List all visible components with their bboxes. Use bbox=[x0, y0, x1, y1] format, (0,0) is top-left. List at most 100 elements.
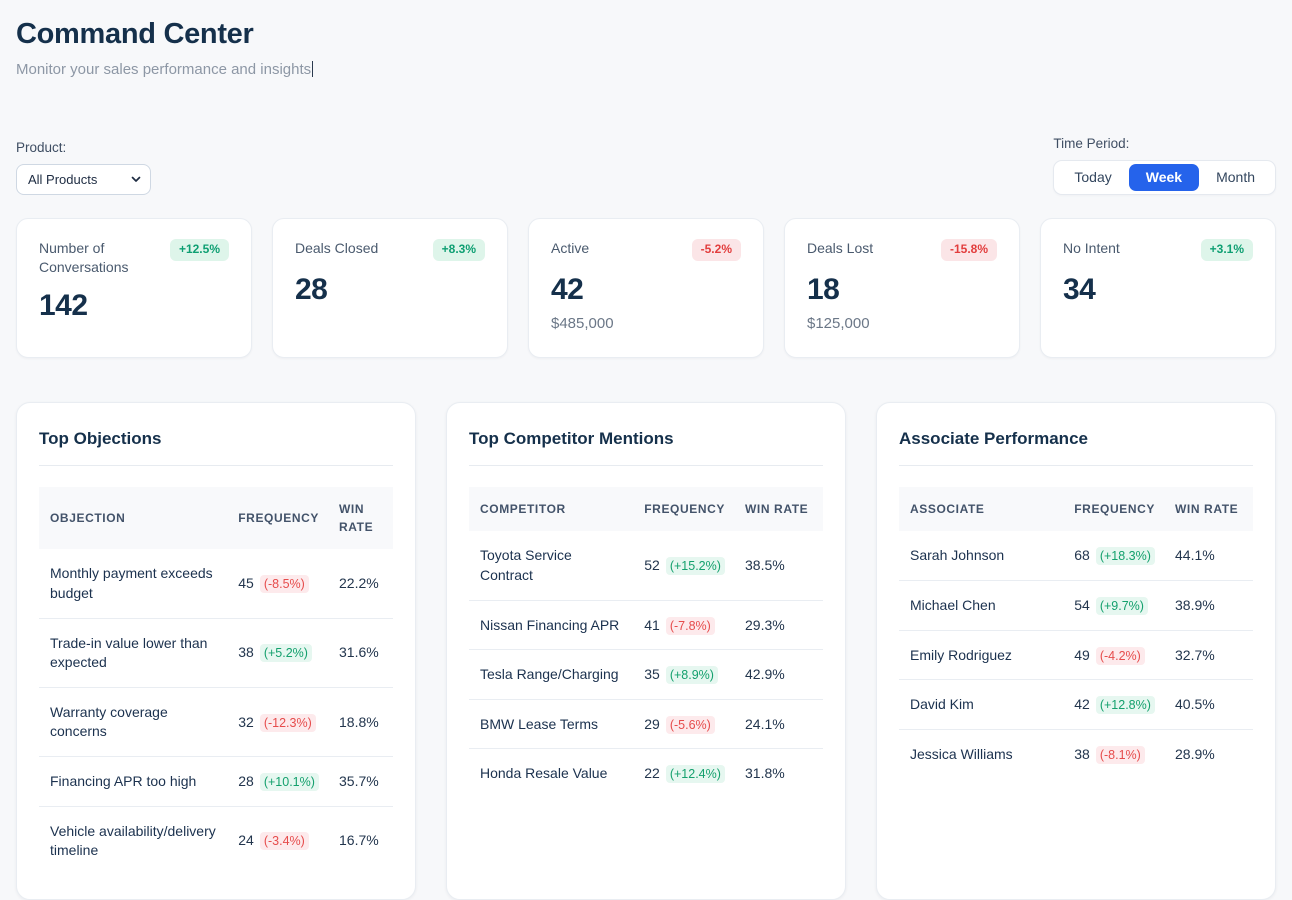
table-row: Toyota Service Contract 52 (+15.2%) 38.5% bbox=[469, 531, 823, 601]
frequency-change: (+15.2%) bbox=[665, 557, 725, 576]
row-frequency: 38 (-8.1%) bbox=[1064, 729, 1165, 778]
frequency-value: 41 bbox=[644, 616, 660, 633]
frequency-change: (+9.7%) bbox=[1095, 596, 1148, 615]
table-row: Michael Chen 54 (+9.7%) 38.9% bbox=[899, 580, 1253, 631]
frequency-value: 38 bbox=[1074, 745, 1090, 762]
frequency-value: 52 bbox=[644, 557, 660, 574]
row-frequency: 68 (+18.3%) bbox=[1064, 531, 1165, 581]
time-period-label: Time Period: bbox=[1053, 136, 1130, 151]
table-row: Nissan Financing APR 41 (-7.8%) 29.3% bbox=[469, 600, 823, 651]
frequency-value: 42 bbox=[1074, 696, 1090, 713]
frequency-value: 24 bbox=[238, 832, 254, 849]
row-frequency: 45 (-8.5%) bbox=[228, 549, 329, 619]
row-name: Vehicle availability/delivery timeline bbox=[50, 822, 216, 859]
text-cursor bbox=[312, 61, 314, 77]
column-header: Win Rate bbox=[339, 502, 374, 535]
table-card: Top Objections Objection Frequency Win Rat… bbox=[16, 402, 416, 900]
stat-label: Deals Lost bbox=[807, 240, 874, 257]
row-frequency: 41 (-7.8%) bbox=[634, 600, 735, 651]
table-row: David Kim 42 (+12.8%) 40.5% bbox=[899, 679, 1253, 730]
table-row: Warranty coverage concerns 32 (-12.3%) 18.8… bbox=[39, 687, 393, 757]
table-title: Top Objections bbox=[39, 429, 393, 467]
row-name: Trade-in value lower than expected bbox=[39, 618, 229, 688]
row-frequency: 38 (+5.2%) bbox=[228, 618, 329, 688]
row-frequency: 35 (+8.9%) bbox=[634, 649, 735, 700]
frequency-change: (-4.2%) bbox=[1095, 646, 1145, 665]
table-row: Vehicle availability/delivery timeline 24… bbox=[39, 806, 393, 875]
table-row: Financing APR too high 28 (+10.1%) 35.7% bbox=[39, 756, 393, 807]
stat-subvalue: $125,000 bbox=[807, 314, 870, 332]
frequency-value: 29 bbox=[644, 715, 660, 732]
row-name: Sarah Johnson bbox=[899, 531, 1065, 581]
frequency-change: (-5.6%) bbox=[665, 715, 715, 734]
frequency-value: 49 bbox=[1074, 646, 1090, 663]
command-center-page: Command Center Monitor your sales perfor… bbox=[16, 16, 1276, 900]
table-row: Jessica Williams 38 (-8.1%) 28.9% bbox=[899, 729, 1253, 778]
stat-value: 142 bbox=[39, 289, 88, 323]
row-win-rate: 22.2% bbox=[329, 549, 393, 619]
table-header-row: Associate Frequency Win Rate bbox=[899, 487, 1253, 532]
time-period-today-button[interactable]: Today bbox=[1057, 164, 1128, 191]
column-header: Frequency bbox=[1074, 502, 1155, 517]
table-row: BMW Lease Terms 29 (-5.6%) 24.1% bbox=[469, 699, 823, 750]
tables-row: Top Objections Objection Frequency Win Rat… bbox=[16, 402, 1276, 900]
stat-card: Deals Closed +8.3% 28 bbox=[272, 218, 508, 359]
data-table: Competitor Frequency Win Rate Toyota Servi… bbox=[469, 487, 823, 798]
page-subtitle: Monitor your sales performance and insig… bbox=[16, 61, 1276, 78]
table-row: Monthly payment exceeds budget 45 (-8.5%) 2… bbox=[39, 549, 393, 619]
stat-label: No Intent bbox=[1063, 240, 1120, 257]
time-period-filter: Time Period: Today Week Month bbox=[1053, 136, 1276, 196]
time-period-month-button[interactable]: Month bbox=[1199, 164, 1272, 191]
row-win-rate: 32.7% bbox=[1165, 630, 1253, 681]
row-name: Michael Chen bbox=[899, 580, 1065, 631]
stat-label: Number of Conversations bbox=[39, 240, 129, 276]
data-table: Associate Frequency Win Rate Sarah Johnson… bbox=[899, 487, 1253, 778]
row-frequency: 32 (-12.3%) bbox=[228, 687, 329, 757]
trend-badge: +8.3% bbox=[432, 239, 485, 261]
frequency-value: 45 bbox=[238, 575, 254, 592]
time-period-week-button[interactable]: Week bbox=[1128, 164, 1200, 192]
page-title: Command Center bbox=[16, 18, 254, 50]
row-name: Tesla Range/Charging bbox=[469, 649, 635, 700]
frequency-change: (-7.8%) bbox=[665, 616, 715, 635]
row-frequency: 54 (+9.7%) bbox=[1064, 580, 1165, 631]
frequency-change: (-12.3%) bbox=[259, 713, 316, 732]
page-subtitle-text: Monitor your sales performance and insig… bbox=[16, 61, 312, 78]
row-win-rate: 16.7% bbox=[339, 832, 379, 849]
stat-value: 28 bbox=[295, 272, 328, 306]
stat-card: Active -5.2% 42 $485,000 bbox=[528, 218, 764, 359]
page-header: Command Center Monitor your sales perfor… bbox=[16, 16, 1276, 78]
row-name: BMW Lease Terms bbox=[469, 699, 635, 750]
row-name: Jessica Williams bbox=[910, 745, 1013, 762]
table-row: Tesla Range/Charging 35 (+8.9%) 42.9% bbox=[469, 649, 823, 700]
column-header: Competitor bbox=[480, 502, 566, 517]
table-row: Sarah Johnson 68 (+18.3%) 44.1% bbox=[899, 531, 1253, 581]
row-win-rate: 35.7% bbox=[329, 756, 393, 807]
table-card: Associate Performance Associate Frequency… bbox=[876, 402, 1276, 900]
stat-card: Number of Conversations +12.5% 142 bbox=[16, 218, 252, 359]
stat-subvalue: $485,000 bbox=[551, 314, 614, 332]
row-frequency: 24 (-3.4%) bbox=[228, 806, 329, 875]
row-frequency: 42 (+12.8%) bbox=[1064, 679, 1165, 730]
row-frequency: 22 (+12.4%) bbox=[634, 749, 735, 798]
table-title: Top Competitor Mentions bbox=[469, 429, 823, 467]
stat-card: Deals Lost -15.8% 18 $125,000 bbox=[784, 218, 1020, 359]
row-name: Monthly payment exceeds budget bbox=[39, 549, 229, 619]
table-header-row: Competitor Frequency Win Rate bbox=[469, 487, 823, 532]
row-name: Warranty coverage concerns bbox=[39, 687, 229, 757]
row-win-rate: 38.9% bbox=[1165, 580, 1253, 631]
product-select-wrap: All Products bbox=[16, 164, 151, 196]
frequency-value: 28 bbox=[238, 772, 254, 789]
frequency-change: (+5.2%) bbox=[259, 644, 312, 663]
frequency-change: (+12.8%) bbox=[1095, 696, 1155, 715]
product-select[interactable]: All Products bbox=[16, 164, 151, 196]
frequency-change: (+8.9%) bbox=[665, 666, 718, 685]
product-filter: Product: All Products bbox=[16, 140, 151, 196]
frequency-value: 35 bbox=[644, 666, 660, 683]
row-name: Honda Resale Value bbox=[480, 765, 608, 782]
frequency-change: (+18.3%) bbox=[1095, 547, 1155, 566]
row-win-rate: 18.8% bbox=[329, 687, 393, 757]
row-name: Toyota Service Contract bbox=[469, 531, 635, 601]
row-win-rate: 31.6% bbox=[329, 618, 393, 688]
stat-value: 42 bbox=[551, 272, 584, 306]
